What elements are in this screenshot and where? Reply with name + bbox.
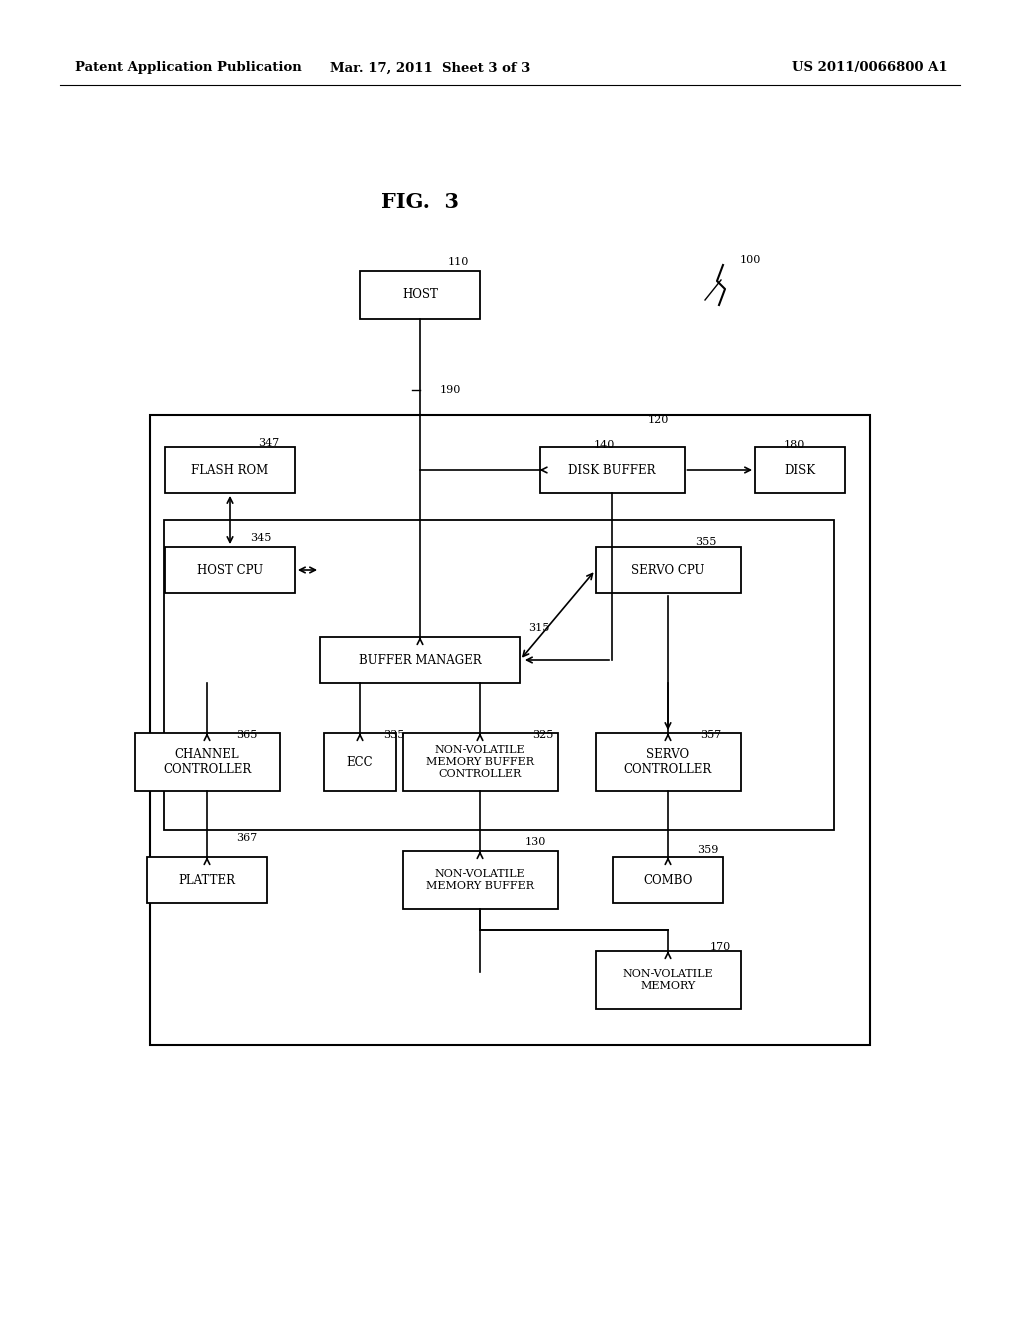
Text: SERVO CPU: SERVO CPU bbox=[632, 564, 705, 577]
Text: 325: 325 bbox=[532, 730, 553, 741]
Text: 365: 365 bbox=[236, 730, 257, 741]
Text: 130: 130 bbox=[525, 837, 547, 847]
Text: DISK: DISK bbox=[784, 463, 815, 477]
Bar bbox=[613, 857, 723, 903]
Bar bbox=[165, 546, 295, 593]
Text: FIG.  3: FIG. 3 bbox=[381, 191, 459, 213]
Bar bbox=[134, 733, 280, 791]
Text: 355: 355 bbox=[695, 537, 717, 546]
Text: ECC: ECC bbox=[347, 755, 374, 768]
Text: 359: 359 bbox=[697, 845, 719, 855]
Text: PLATTER: PLATTER bbox=[178, 874, 236, 887]
Bar bbox=[596, 950, 740, 1008]
Text: 170: 170 bbox=[710, 942, 731, 952]
Text: 347: 347 bbox=[258, 438, 280, 447]
Text: HOST: HOST bbox=[402, 289, 438, 301]
Text: 180: 180 bbox=[784, 440, 805, 450]
Text: COMBO: COMBO bbox=[643, 874, 692, 887]
Text: 335: 335 bbox=[383, 730, 404, 741]
Bar bbox=[402, 851, 557, 909]
Bar bbox=[165, 447, 295, 492]
Text: SERVO
CONTROLLER: SERVO CONTROLLER bbox=[624, 748, 712, 776]
Bar bbox=[540, 447, 684, 492]
Bar bbox=[319, 638, 520, 682]
Bar bbox=[402, 733, 557, 791]
Text: 367: 367 bbox=[236, 833, 257, 843]
Text: 357: 357 bbox=[700, 730, 721, 741]
Text: HOST CPU: HOST CPU bbox=[197, 564, 263, 577]
Text: NON-VOLATILE
MEMORY: NON-VOLATILE MEMORY bbox=[623, 969, 714, 991]
Text: CHANNEL
CONTROLLER: CHANNEL CONTROLLER bbox=[163, 748, 251, 776]
Bar bbox=[150, 414, 870, 1045]
Bar bbox=[596, 546, 740, 593]
Text: 315: 315 bbox=[528, 623, 549, 634]
Text: 100: 100 bbox=[740, 255, 762, 265]
Text: 345: 345 bbox=[250, 533, 271, 543]
Text: Patent Application Publication: Patent Application Publication bbox=[75, 62, 302, 74]
Bar bbox=[164, 520, 834, 830]
Text: DISK BUFFER: DISK BUFFER bbox=[568, 463, 655, 477]
Text: 110: 110 bbox=[449, 257, 469, 267]
Text: NON-VOLATILE
MEMORY BUFFER: NON-VOLATILE MEMORY BUFFER bbox=[426, 869, 534, 891]
Text: 120: 120 bbox=[648, 414, 670, 425]
Text: BUFFER MANAGER: BUFFER MANAGER bbox=[358, 653, 481, 667]
Text: 140: 140 bbox=[594, 440, 615, 450]
Bar bbox=[360, 271, 480, 319]
Bar bbox=[596, 733, 740, 791]
Bar bbox=[147, 857, 267, 903]
Text: NON-VOLATILE
MEMORY BUFFER
CONTROLLER: NON-VOLATILE MEMORY BUFFER CONTROLLER bbox=[426, 746, 534, 779]
Text: US 2011/0066800 A1: US 2011/0066800 A1 bbox=[793, 62, 948, 74]
Text: Mar. 17, 2011  Sheet 3 of 3: Mar. 17, 2011 Sheet 3 of 3 bbox=[330, 62, 530, 74]
Bar bbox=[324, 733, 396, 791]
Bar bbox=[755, 447, 845, 492]
Text: 190: 190 bbox=[440, 385, 462, 395]
Text: FLASH ROM: FLASH ROM bbox=[191, 463, 268, 477]
